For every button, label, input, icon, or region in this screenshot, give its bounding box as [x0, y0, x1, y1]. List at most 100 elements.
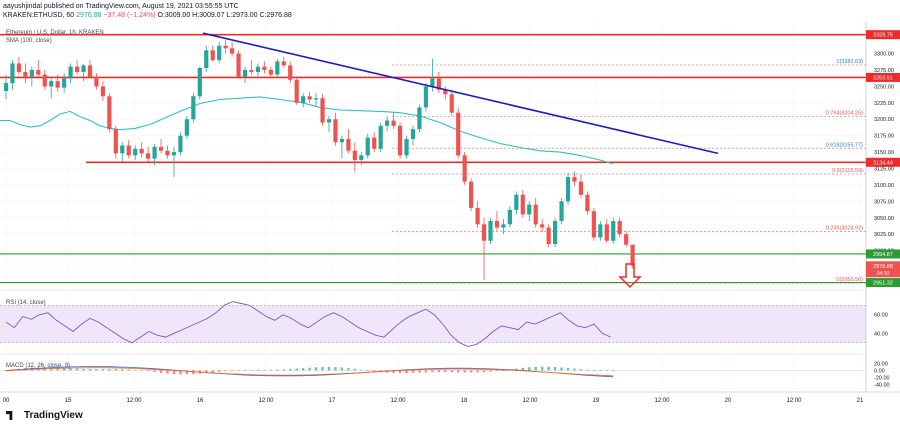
macd-histogram-bar: [82, 368, 85, 371]
candle-body: [42, 74, 47, 87]
candle-body: [178, 135, 183, 153]
macd-histogram-bar: [540, 366, 544, 371]
macd-histogram-bar: [605, 370, 608, 371]
candle-body: [546, 227, 551, 245]
macd-histogram-bar: [418, 370, 421, 373]
macd-histogram-bar: [295, 368, 298, 371]
candle-body: [456, 112, 461, 156]
candle-body: [81, 65, 86, 72]
tradingview-logo-icon: [6, 411, 13, 420]
rsi-line: [5, 301, 611, 347]
candle-body: [404, 138, 409, 156]
price-label: 2994.87: [873, 252, 893, 258]
candle-body: [3, 83, 9, 91]
macd-histogram-bar: [308, 367, 311, 371]
macd-histogram-bar: [463, 370, 466, 373]
macd-histogram-bar: [547, 366, 550, 371]
countdown-label: 04:10: [877, 271, 890, 277]
candle-body: [443, 89, 448, 95]
macd-histogram-bar: [437, 370, 441, 373]
candle-body: [378, 125, 383, 149]
macd-histogram-bar: [560, 367, 563, 371]
candle-body: [158, 146, 164, 151]
macd-histogram-bar: [334, 367, 337, 371]
candle-body: [410, 129, 416, 139]
price-label: 3328.75: [873, 33, 893, 39]
price-label: 3134.44: [873, 160, 893, 166]
rsi-legend: RSI (14, close): [6, 300, 46, 306]
candle-body: [133, 148, 138, 156]
macd-histogram-bar: [366, 370, 369, 372]
macd-tick-label: 20.00: [874, 361, 888, 367]
macd-histogram-bar: [599, 370, 602, 371]
macd-tick-label: 0.00: [874, 368, 885, 374]
candle-body: [326, 119, 332, 123]
sma-legend: SMA (100, close): [6, 38, 52, 44]
macd-histogram-bar: [88, 369, 92, 371]
macd-histogram-bar: [431, 370, 434, 373]
candle-body: [417, 107, 422, 130]
fib-level-label: 0(2950.56): [836, 277, 863, 283]
candle-body: [249, 69, 254, 72]
macd-histogram-bar: [457, 370, 460, 373]
candle-body: [242, 69, 248, 77]
current-price-box: [866, 261, 900, 278]
candle-body: [29, 69, 34, 77]
price-change: −37.48 (−1.24%): [103, 12, 156, 19]
macd-histogram-bar: [327, 366, 331, 371]
macd-histogram-bar: [398, 370, 402, 374]
candle-body: [520, 194, 525, 215]
macd-histogram-bar: [469, 370, 473, 373]
candle-body: [197, 68, 202, 97]
candle-body: [320, 98, 325, 123]
main-legend-title: Ethereum / U.S. Dollar, 1h, KRAKEN: [6, 30, 104, 36]
macd-histogram-bar: [289, 368, 292, 371]
candle-body: [165, 150, 170, 156]
time-tick-label: 19: [593, 398, 600, 404]
macd-histogram-bar: [301, 368, 305, 371]
candle-body: [184, 119, 189, 136]
candle-body: [139, 148, 144, 154]
fib-level-label: 0.764(3204.25): [826, 110, 863, 116]
symbol-line: KRAKEN:ETHUSD, 60 2976.88 −37.48 (−1.24%…: [3, 11, 292, 20]
time-tick-label: 12:00: [390, 398, 406, 404]
candle-body: [120, 145, 125, 154]
time-tick-label: 15: [65, 398, 72, 404]
fib-level-label: 0.5(3116.59): [832, 168, 863, 174]
macd-histogram-bar: [127, 369, 130, 371]
candle-body: [481, 224, 487, 241]
candle-body: [598, 224, 603, 238]
candle-body: [359, 155, 364, 160]
candle-body: [514, 194, 519, 210]
macd-histogram-bar: [489, 370, 492, 372]
candle-body: [55, 81, 60, 88]
macd-histogram-bar: [101, 369, 105, 371]
candle-body: [333, 119, 338, 143]
macd-histogram-bar: [282, 369, 285, 371]
time-tick-label: 12:00: [258, 398, 274, 404]
candle-body: [591, 211, 596, 238]
price-tick-label: 3100.00: [874, 183, 894, 189]
macd-histogram-bar: [450, 370, 453, 373]
chart-canvas[interactable]: 2975.003000.003025.003050.003075.003100.…: [0, 22, 900, 407]
macd-histogram-bar: [360, 369, 363, 371]
macd-histogram-bar: [612, 370, 615, 372]
candle-body: [313, 98, 319, 100]
candle-body: [100, 86, 105, 97]
macd-histogram-bar: [192, 370, 195, 375]
macd-histogram-bar: [230, 370, 234, 372]
price-label-box: [866, 249, 900, 259]
macd-histogram-bar: [134, 369, 137, 371]
candle-body: [68, 66, 73, 79]
macd-histogram-bar: [243, 369, 247, 371]
macd-histogram-bar: [553, 367, 557, 371]
ohlc-values: O:3009.00 H:3009.07 L:2973.00 C:2976.88: [157, 12, 292, 19]
candle-body: [572, 177, 577, 182]
candle-body: [527, 204, 532, 215]
time-tick-label: 18: [461, 398, 468, 404]
candle-body: [146, 153, 151, 159]
macd-histogram-bar: [205, 370, 208, 374]
candle-body: [339, 138, 345, 143]
candle-body: [507, 209, 512, 225]
candle-body: [268, 69, 273, 75]
